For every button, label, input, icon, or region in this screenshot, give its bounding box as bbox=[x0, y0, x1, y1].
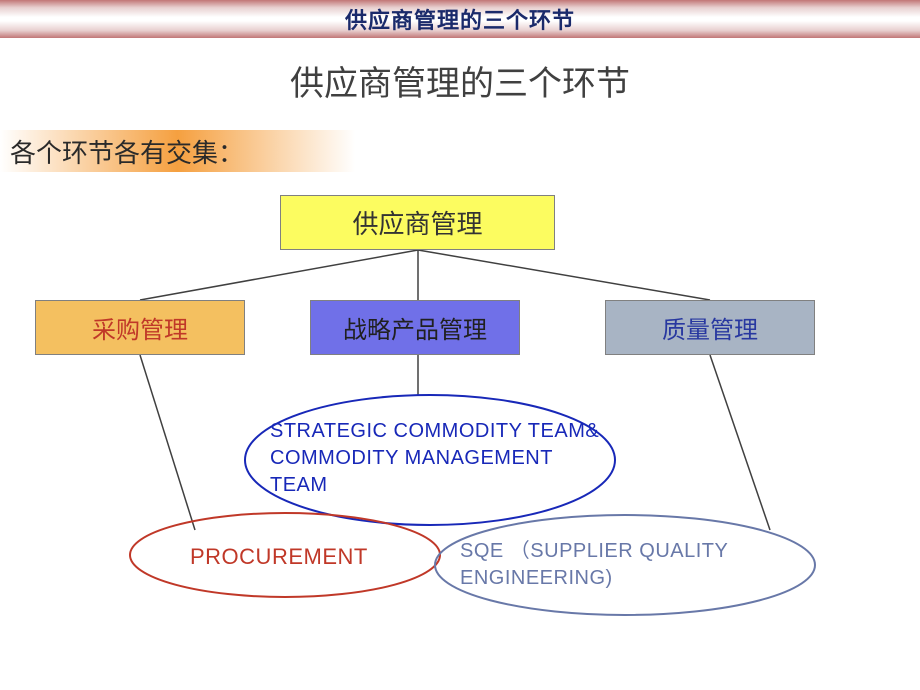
ellipse-label-strategic: STRATEGIC COMMODITY TEAM& COMMODITY MANA… bbox=[270, 418, 600, 499]
ellipse-label-sqe: SQE （SUPPLIER QUALITY ENGINEERING) bbox=[460, 538, 790, 592]
subtitle: 各个环节各有交集： bbox=[0, 130, 355, 172]
page-title: 供应商管理的三个环节 bbox=[0, 56, 920, 105]
connector-line bbox=[140, 250, 418, 300]
node-root: 供应商管理 bbox=[280, 195, 555, 250]
banner: 供应商管理的三个环节 bbox=[0, 0, 920, 38]
ellipse-label-procurement: PROCUREMENT bbox=[190, 542, 390, 572]
banner-text: 供应商管理的三个环节 bbox=[345, 3, 575, 35]
node-mid: 战略产品管理 bbox=[310, 300, 520, 355]
connector-line bbox=[418, 250, 710, 300]
connector-line bbox=[140, 355, 195, 530]
subtitle-text: 各个环节各有交集： bbox=[10, 133, 244, 170]
node-right: 质量管理 bbox=[605, 300, 815, 355]
node-left: 采购管理 bbox=[35, 300, 245, 355]
connector-line bbox=[710, 355, 770, 530]
